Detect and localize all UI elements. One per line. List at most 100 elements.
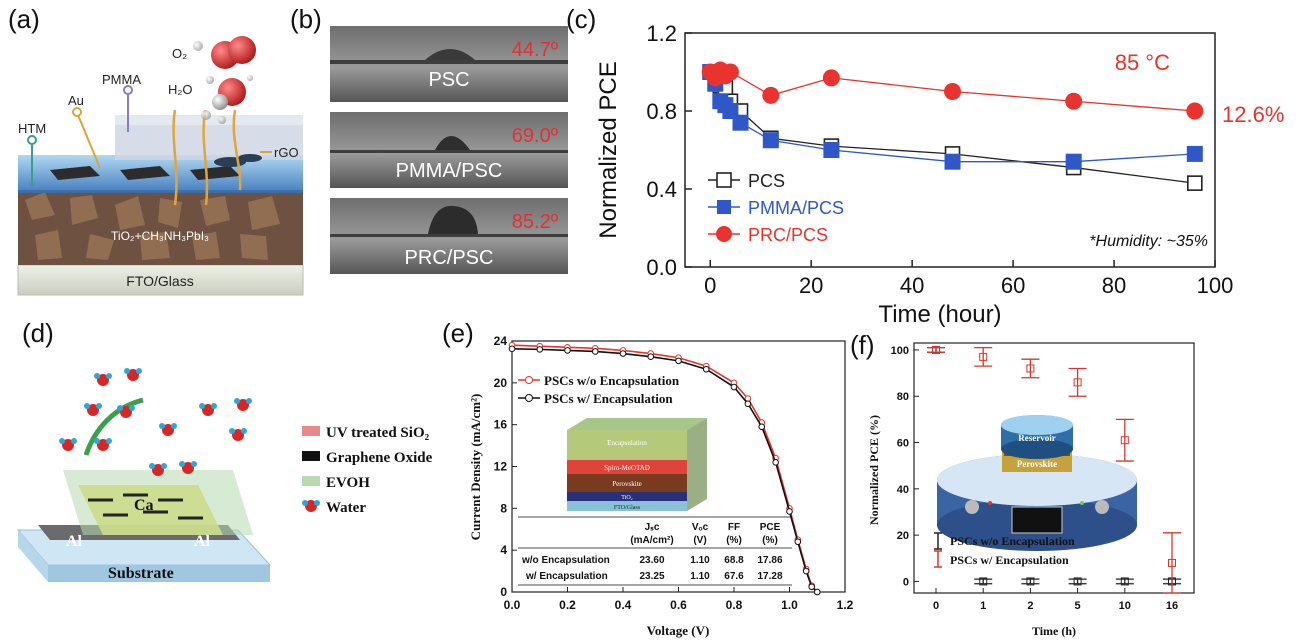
chart-c-point-prc-pcs bbox=[944, 83, 962, 100]
chart-e-xtick-label: 0.8 bbox=[726, 598, 743, 612]
pmma-callout-dot bbox=[123, 85, 133, 95]
permeation-arrows bbox=[172, 109, 242, 206]
panel-d-legend: UV treated SiO₂ Graphene Oxide EVOH Wate… bbox=[302, 425, 433, 516]
chart-f-point-pscs-w-encapsulation bbox=[932, 345, 940, 354]
legend-c-pmma: PMMA/PCS bbox=[748, 198, 844, 218]
table-e-header-jsc: Jₛᴄ bbox=[645, 522, 660, 533]
legend-e-marker-wo bbox=[525, 376, 533, 384]
table-e-row2-label: w/ Encapsulation bbox=[525, 571, 608, 582]
chart-c-xtick-label: 20 bbox=[799, 273, 823, 298]
chart-e-ytick-label: 16 bbox=[494, 418, 508, 432]
al-left-label: Al bbox=[66, 533, 83, 550]
prc-psc-label: PRC/PSC bbox=[405, 247, 494, 269]
chart-e-point-pscs-w-encapsulation bbox=[772, 459, 779, 466]
table-e-row1-pce: 17.86 bbox=[757, 555, 782, 566]
chart-c-xtick-label: 100 bbox=[1197, 273, 1234, 298]
psc-label: PSC bbox=[428, 69, 469, 91]
chart-f-xtick-label: 5 bbox=[1075, 600, 1081, 612]
chart-c-point-prc-pcs bbox=[1065, 92, 1083, 110]
chart-e-xtick-label: 0.0 bbox=[504, 598, 521, 612]
chart-f-point-pscs-w-encapsulation bbox=[1026, 364, 1035, 373]
chart-c-xlabel: Time (hour) bbox=[878, 301, 1001, 328]
legend-d-swatch-water bbox=[302, 500, 320, 512]
legend-e-wo: PSCs w/o Encapsulation bbox=[544, 373, 680, 388]
chart-c-frame bbox=[684, 32, 1216, 268]
chart-c-xtick-label: 40 bbox=[900, 273, 924, 298]
chart-e-point-pscs-w-encapsulation bbox=[591, 348, 599, 355]
chart-c-point-pmma-pcs bbox=[944, 153, 961, 170]
chart-e-ytick-label: 24 bbox=[494, 335, 508, 348]
inset-fto bbox=[567, 501, 687, 511]
graphene-oxide-flakes bbox=[88, 493, 203, 520]
legend-f-w: PSCs w/ Encapsulation bbox=[950, 553, 1069, 567]
table-e-header-pce: PCE bbox=[760, 522, 781, 533]
chart-f: 0 1 2 5 10 16 0 20 40 60 80 100 Reservoir Perovskit… bbox=[867, 342, 1195, 638]
chart-e-point-pscs-w-encapsulation bbox=[647, 353, 655, 360]
table-e-row1-voc: 1.10 bbox=[690, 555, 710, 566]
chart-e-ytick-label: 8 bbox=[500, 501, 507, 515]
legend-d-go: Graphene Oxide bbox=[326, 450, 433, 466]
chart-e-xtick-label: 0.4 bbox=[615, 598, 632, 612]
table-e-row1-jsc: 23.60 bbox=[639, 555, 664, 566]
al-right-label: Al bbox=[194, 533, 211, 550]
chart-f-ylabel: Normalized PCE (%) bbox=[867, 415, 881, 525]
legend-f-wo: PSCs w/o Encapsulation bbox=[950, 534, 1075, 548]
chart-c-legend: PCS PMMA/PCS PRC/PCS bbox=[708, 171, 844, 245]
table-e-row2-jsc: 23.25 bbox=[639, 571, 664, 582]
chart-c-point-prc-pcs bbox=[822, 69, 840, 87]
chart-c-ylabel: Normalized PCE bbox=[595, 61, 622, 238]
chart-c-final-value: 12.6% bbox=[1222, 102, 1284, 127]
chart-e-point-pscs-w-encapsulation bbox=[702, 365, 710, 373]
chart-e-point-pscs-w-encapsulation bbox=[675, 357, 682, 365]
gold-electrodes bbox=[50, 166, 240, 180]
chart-e-table: Jₛᴄ (mA/cm²) Vₒᴄ (V) FF (%) PCE (%) w/o … bbox=[518, 516, 792, 586]
active-layer-label: TiO₂+CH₃NH₃PbI₃ bbox=[111, 229, 209, 243]
legend-e-marker-w bbox=[525, 394, 533, 402]
chart-c-point-pcs bbox=[1187, 175, 1203, 191]
legend-c-marker-pcs bbox=[716, 172, 732, 188]
au-callout-dot bbox=[72, 107, 82, 117]
table-e-header-ff: FF bbox=[728, 522, 740, 533]
inset-encapsulation bbox=[567, 430, 687, 460]
chart-f-xtick-label: 0 bbox=[933, 600, 939, 612]
chart-f-point-pscs-w-o-encapsulation bbox=[979, 577, 988, 586]
inset-fto-label: FTO/Glass bbox=[614, 505, 641, 511]
chart-c-axes: 0 20 40 60 80 100 0.0 0.4 0.8 1.2 bbox=[646, 21, 1233, 298]
table-e-unit-voc: (V) bbox=[693, 535, 706, 546]
h2o-molecule bbox=[212, 78, 246, 110]
table-e-row2-pce: 17.28 bbox=[757, 571, 782, 582]
chart-c-ytick-label: 1.2 bbox=[646, 21, 677, 46]
fto-glass-label: FTO/Glass bbox=[126, 273, 193, 289]
chart-f-xlabel: Time (h) bbox=[1032, 624, 1076, 638]
o2-label: O₂ bbox=[172, 46, 187, 61]
chart-f-ytick-label: 20 bbox=[897, 530, 909, 542]
chart-f-ytick-label: 0 bbox=[903, 576, 909, 588]
panel-label-f: (f) bbox=[850, 330, 875, 360]
chart-f-xtick-label: 2 bbox=[1027, 600, 1033, 612]
chart-f-point-pscs-w-encapsulation bbox=[1168, 558, 1176, 567]
chart-e-point-pscs-w-encapsulation bbox=[564, 347, 571, 354]
chart-e-point-pscs-w-encapsulation bbox=[758, 423, 766, 431]
inset-spiro-label: Spiro-MeOTAD bbox=[604, 464, 650, 472]
chart-c-ytick-label: 0.0 bbox=[646, 255, 677, 280]
table-e-header-voc: Vₒᴄ bbox=[692, 522, 709, 533]
legend-c-pcs: PCS bbox=[748, 171, 785, 191]
inset-perovskite-label-f: Perovskite bbox=[1017, 459, 1057, 469]
chart-e-inset-device: Encapsulation Spiro-MeOTAD Perovskite Ti… bbox=[567, 418, 707, 511]
htm-label: HTM bbox=[18, 121, 46, 136]
chart-c-xtick-label: 0 bbox=[704, 273, 716, 298]
chart-e-ylabel: Current Density (mA/cm²) bbox=[468, 394, 483, 541]
chart-e-point-pscs-w-encapsulation bbox=[508, 345, 516, 353]
chart-e-point-pscs-w-encapsulation bbox=[813, 588, 821, 596]
bubbles bbox=[193, 41, 253, 124]
pmma-block bbox=[115, 125, 303, 160]
chart-c: 0 20 40 60 80 100 0.0 0.4 0.8 1.2 Time (hour) Nor… bbox=[595, 21, 1284, 328]
inset-perovskite bbox=[567, 474, 687, 492]
chart-e-point-pscs-w-encapsulation bbox=[619, 350, 627, 357]
panel-label-e: (e) bbox=[442, 318, 474, 348]
chart-e: 0.0 0.2 0.4 0.6 0.8 1.0 1.2 0 4 8 12 16 20 24 Voltage… bbox=[468, 335, 854, 638]
table-e-unit-ff: (%) bbox=[726, 535, 742, 546]
chart-c-point-pmma-pcs bbox=[732, 114, 749, 131]
chart-f-point-pscs-w-o-encapsulation bbox=[1073, 577, 1082, 586]
